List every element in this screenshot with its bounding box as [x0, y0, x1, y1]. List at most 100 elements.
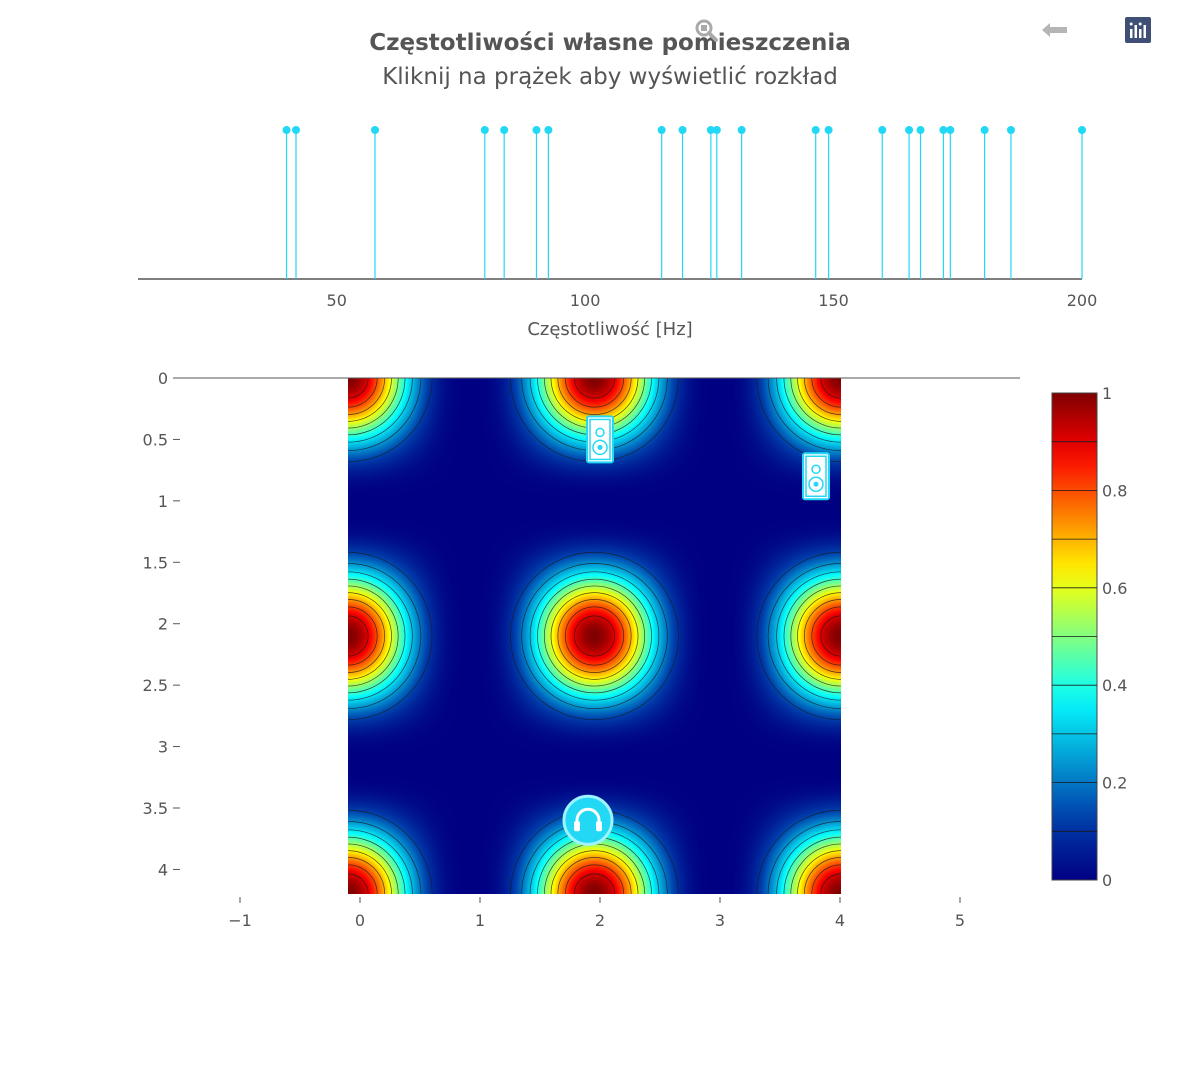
contour-line [756, 551, 841, 721]
contour-line [550, 592, 639, 680]
contour-line [797, 850, 841, 894]
contour-line [521, 821, 668, 894]
speaker-tweeter [811, 464, 821, 475]
speaker-icon [586, 415, 614, 464]
speaker-woofer [808, 476, 824, 493]
contour-line [348, 599, 385, 673]
contour-line [348, 563, 422, 709]
stem-point [939, 126, 948, 134]
listener-disc [562, 794, 614, 846]
stem-11 [737, 126, 746, 279]
contour-line [573, 873, 616, 894]
speaker-body [586, 415, 614, 464]
contour-line [790, 378, 841, 429]
y-tick-label: 2 [158, 615, 168, 634]
contour-line [537, 378, 652, 436]
stem-20 [1006, 126, 1015, 279]
contour-line [348, 873, 369, 894]
colorbar-tick-label: 0.6 [1102, 579, 1127, 598]
y-tick-label: 0 [158, 369, 168, 388]
stem-point [946, 126, 955, 134]
stem-9 [706, 126, 715, 279]
contour-line [537, 836, 652, 894]
speaker-cone [597, 444, 603, 450]
contour-line [783, 578, 841, 694]
y-tick-label: 4 [158, 860, 168, 879]
contour-line [776, 378, 841, 443]
stem-5 [532, 126, 541, 279]
contour-line [776, 829, 841, 894]
colorbar-tick-label: 0 [1102, 871, 1112, 890]
stem-18 [946, 126, 955, 279]
x-tick-label: 0 [355, 911, 365, 930]
colorbar: 0 0.2 0.4 0.6 0.8 1 [1051, 384, 1127, 890]
contour-line [348, 378, 399, 429]
contour-line [756, 378, 841, 463]
plotly-logo-icon[interactable] [1125, 17, 1151, 43]
contour-line [348, 378, 433, 463]
contour-line [573, 615, 616, 657]
contour-line [348, 857, 385, 894]
contour-line [348, 571, 413, 701]
stem-3 [480, 126, 489, 279]
contour-line [573, 378, 616, 399]
contour-line [348, 592, 392, 680]
contour-line [348, 578, 406, 694]
contour-line [529, 829, 660, 894]
contour-line [348, 606, 378, 666]
stem-17 [939, 126, 948, 279]
colorbar-tick-label: 0.4 [1102, 676, 1127, 695]
stem-12 [811, 126, 820, 279]
stem-point [1006, 126, 1015, 134]
stem-4 [500, 126, 509, 279]
x-tick-label: 200 [1067, 291, 1098, 310]
x-tick-label: 150 [818, 291, 849, 310]
contour-line [348, 378, 422, 451]
contour-line [537, 578, 652, 694]
contour-lines [348, 378, 841, 894]
stem-point [916, 126, 925, 134]
stem-point [824, 126, 833, 134]
stem-point [532, 126, 541, 134]
stem-7 [657, 126, 666, 279]
contour-line [820, 378, 841, 399]
contour-line [510, 809, 679, 894]
x-axis-title: Częstotliwość [Hz] [527, 319, 692, 340]
back-arrow-icon[interactable] [1040, 20, 1070, 40]
zoom-icon[interactable] [693, 17, 719, 43]
stem-point [737, 126, 746, 134]
contour-line [550, 378, 639, 422]
y-tick-label: 3 [158, 738, 168, 757]
contour-line [776, 571, 841, 701]
speaker-frame [805, 455, 827, 498]
stem-1 [291, 126, 300, 279]
contour-line [557, 599, 632, 673]
y-tick-label: 1 [158, 492, 168, 511]
stem-8 [678, 126, 687, 279]
stem-point [282, 126, 291, 134]
stem-point [980, 126, 989, 134]
contour-line [557, 857, 632, 894]
contour-line [564, 606, 625, 666]
y-tick-label: 0.5 [143, 430, 168, 449]
x-tick-label: 2 [595, 911, 605, 930]
speaker-cone [813, 481, 819, 487]
stem-13 [824, 126, 833, 279]
speaker-icon [802, 452, 830, 501]
colorbar-rect [1051, 392, 1098, 881]
contour-line [348, 829, 413, 894]
stem-point [544, 126, 553, 134]
contour-line [756, 809, 841, 894]
contour-line [820, 615, 841, 657]
stem-point [878, 126, 887, 134]
speaker-woofer [592, 439, 608, 456]
contour-line [767, 378, 841, 451]
speaker-tweeter [595, 427, 605, 438]
heatmap-plot: 0 0.5 1 1.5 2 2.5 3 3.5 4 −1 0 1 2 3 4 5 [143, 369, 1020, 930]
stem-point [500, 126, 509, 134]
headphones-cup-left [574, 821, 580, 832]
contour-line [804, 599, 841, 673]
colorbar-tick-label: 1 [1102, 384, 1112, 403]
heatmap-image [348, 378, 841, 894]
